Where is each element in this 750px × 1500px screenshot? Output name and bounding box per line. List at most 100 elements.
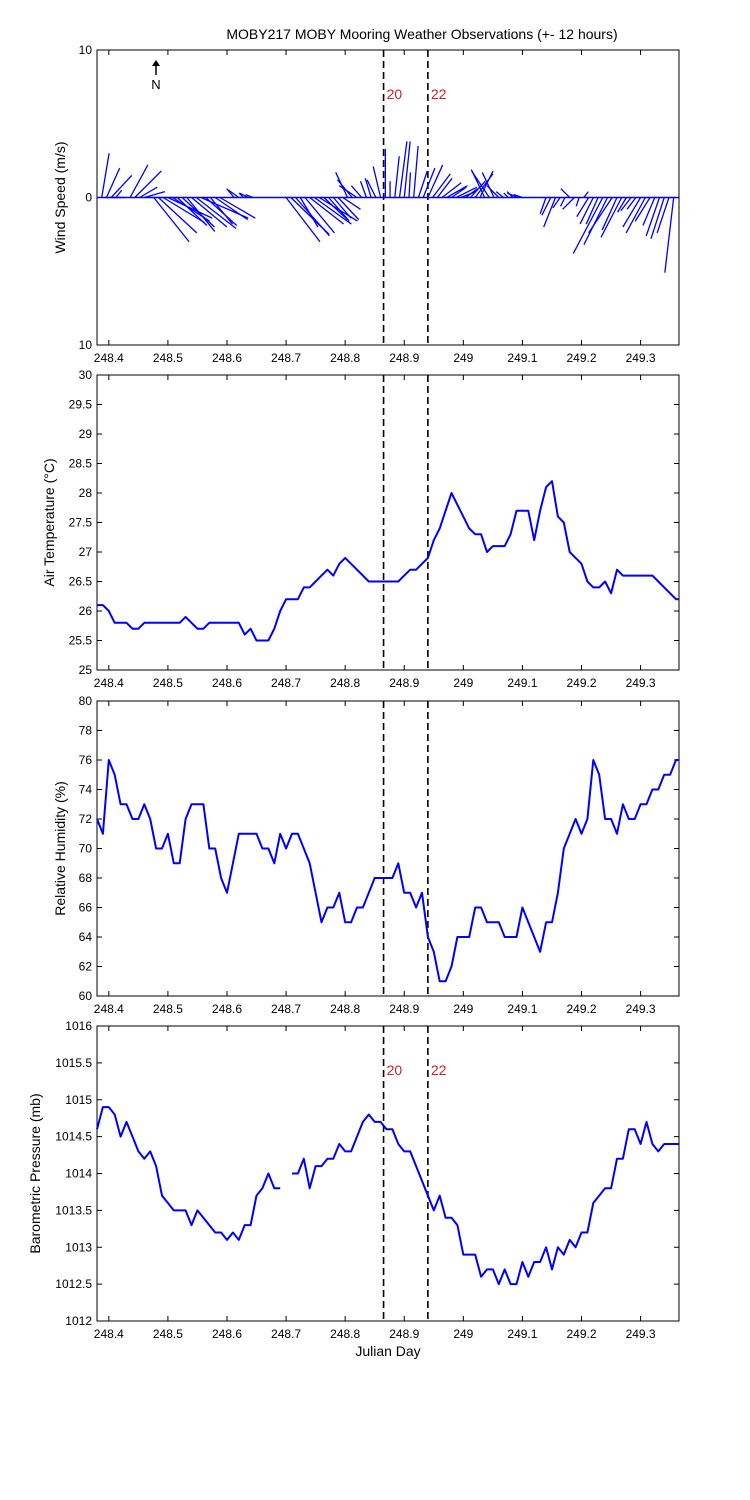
x-tick-label: 249.2: [566, 351, 596, 365]
wind-vector: [394, 156, 400, 198]
wind-vector: [441, 182, 462, 199]
wind-vector: [588, 197, 613, 234]
wind-vector: [552, 197, 561, 209]
x-tick-label: 248.4: [94, 1002, 124, 1016]
x-tick-label: 248.4: [94, 676, 124, 690]
axes-box: [96, 374, 680, 671]
x-tick-label: 249.3: [626, 351, 656, 365]
y-axis-label: Air Temperature (°C): [41, 458, 57, 586]
x-tick-label: 248.6: [212, 351, 242, 365]
wind-vector: [436, 177, 453, 198]
x-tick-label: 248.8: [330, 676, 360, 690]
y-tick-label: 27: [79, 545, 93, 559]
y-tick-label: 60: [79, 989, 93, 1003]
wind-vector: [446, 185, 468, 199]
y-tick-label: 1012.5: [55, 1277, 92, 1291]
wind-vector: [209, 197, 234, 225]
y-tick-label: 0: [85, 191, 92, 205]
x-tick-label: 249: [453, 1002, 473, 1016]
y-tick-label: 76: [79, 753, 93, 767]
series-line-pressure: [96, 1106, 281, 1241]
panel-wind: 248.4 248.5 248.6 248.7 248.8 248.9 249 249.1 24…: [52, 43, 680, 365]
y-tick-label: 80: [79, 694, 93, 708]
x-tick-label: 249.3: [626, 1327, 656, 1341]
wind-vector: [144, 190, 166, 199]
x-tick-label: 248.7: [271, 1002, 301, 1016]
wind-vector: [413, 145, 419, 198]
y-tick-label: 10: [79, 43, 93, 57]
wind-vector: [101, 153, 110, 198]
wind-vector: [205, 197, 238, 227]
y-tick-label: 26.5: [69, 575, 93, 589]
y-tick-label: 30: [79, 368, 93, 382]
wind-vector: [186, 197, 216, 232]
wind-vector: [560, 188, 571, 198]
event-marker-label: 20: [387, 1062, 403, 1078]
wind-vector: [513, 193, 523, 199]
wind-vector: [626, 197, 637, 210]
x-tick-label: 249.2: [566, 1327, 596, 1341]
wind-vector: [562, 197, 575, 210]
wind-vector: [328, 197, 350, 222]
wind-vector: [228, 189, 240, 199]
wind-vector: [451, 186, 467, 199]
wind-vector: [422, 167, 436, 198]
wind-vector: [332, 197, 352, 219]
wind-vector: [664, 197, 675, 273]
y-tick-label: 1012: [65, 1314, 92, 1328]
y-tick-label: 28.5: [69, 457, 93, 471]
y-tick-label: 66: [79, 901, 93, 915]
y-tick-label: 1016: [65, 1019, 92, 1033]
x-tick-label: 248.4: [94, 351, 124, 365]
x-tick-label: 248.5: [153, 1327, 183, 1341]
y-tick-label: 70: [79, 842, 93, 856]
series-line-humidity: [96, 759, 679, 983]
x-tick-label: 248.8: [330, 351, 360, 365]
wind-vector: [105, 167, 121, 198]
y-tick-label: 78: [79, 724, 93, 738]
y-tick-label: 29.5: [69, 398, 93, 412]
event-marker-label: 20: [387, 86, 403, 102]
x-tick-label: 248.7: [271, 351, 301, 365]
wind-vector: [350, 185, 363, 198]
event-marker-label: 22: [431, 86, 447, 102]
y-tick-label: 1015: [65, 1093, 92, 1107]
wind-vector: [427, 164, 444, 198]
x-tick-label: 249.2: [566, 676, 596, 690]
y-tick-label: 68: [79, 871, 93, 885]
x-tick-label: 249.3: [626, 676, 656, 690]
wind-vector: [299, 197, 319, 228]
x-tick-label: 248.9: [389, 1327, 419, 1341]
wind-vector: [572, 197, 604, 254]
wind-vector: [314, 196, 352, 225]
wind-vector: [338, 185, 358, 199]
wind-vector: [650, 197, 665, 239]
x-tick-label: 248.7: [271, 1327, 301, 1341]
wind-vector: [398, 141, 408, 198]
y-axis-label: Relative Humidity (%): [52, 781, 68, 916]
y-tick-label: 64: [79, 930, 93, 944]
wind-vector: [620, 197, 632, 212]
chart-panels: 248.4 248.5 248.6 248.7 248.8 248.9 249 249.1 24…: [27, 43, 680, 1359]
wind-vector: [481, 172, 495, 198]
wind-vector: [245, 193, 254, 199]
y-tick-label: 1013.5: [55, 1203, 92, 1217]
wind-vector: [309, 196, 345, 225]
wind-vector: [139, 186, 158, 199]
series-line-pressure: [292, 1113, 679, 1286]
x-tick-label: 248.6: [212, 676, 242, 690]
y-tick-label: 28: [79, 486, 93, 500]
x-tick-label: 248.4: [94, 1327, 124, 1341]
wind-vector: [219, 196, 256, 219]
wind-vector: [539, 197, 547, 214]
x-tick-label: 248.6: [212, 1327, 242, 1341]
x-tick-label: 248.8: [330, 1002, 360, 1016]
wind-vector: [134, 170, 162, 198]
wind-vector: [583, 191, 589, 198]
wind-vector: [304, 197, 335, 234]
y-tick-label: 1015.5: [55, 1056, 92, 1070]
wind-vector: [366, 179, 377, 198]
wind-vector: [465, 188, 478, 199]
event-marker-label: 22: [431, 1062, 447, 1078]
wind-vector: [622, 197, 642, 228]
